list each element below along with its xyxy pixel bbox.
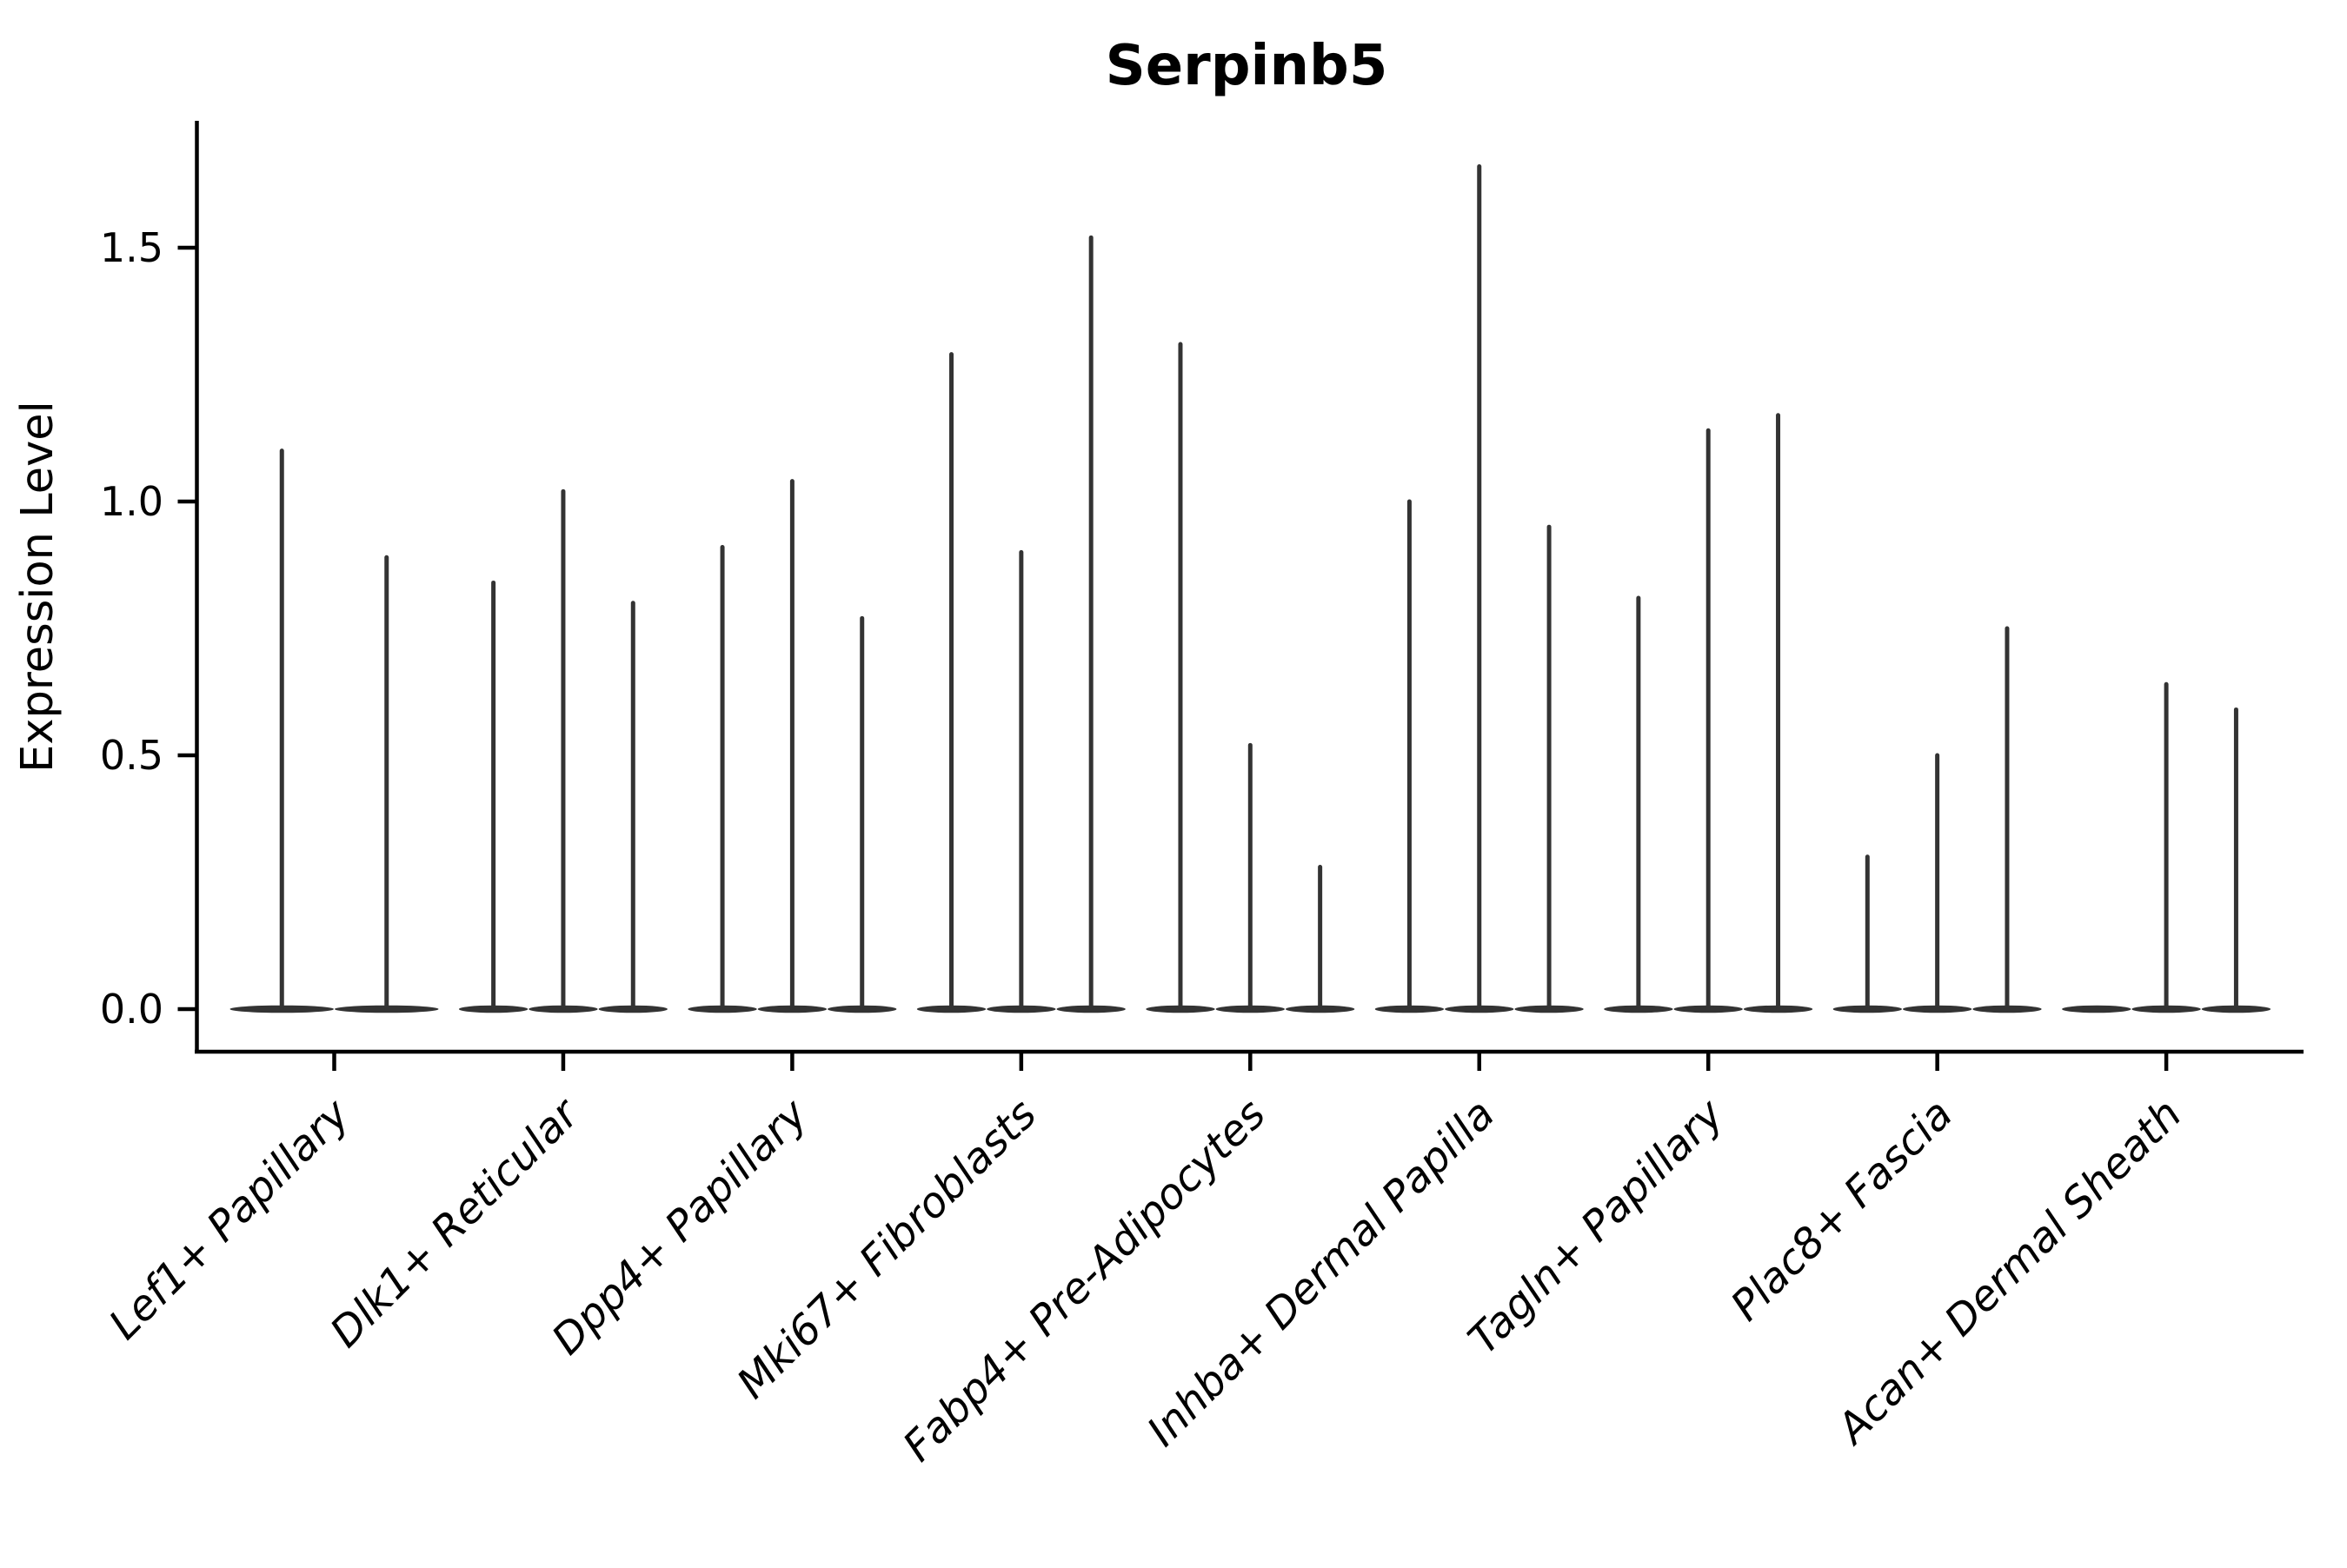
x-tick-label: Dpp4+ Papillary	[542, 1089, 817, 1364]
x-tick-label: Tagln+ Papillary	[1459, 1089, 1733, 1364]
y-tick-label: 0.0	[100, 986, 163, 1033]
x-tick-label: Plac8+ Fascia	[1721, 1090, 1962, 1331]
chart-title: Serpinb5	[1106, 34, 1388, 98]
violin-group	[688, 479, 897, 1013]
y-tick-label: 0.5	[100, 732, 163, 779]
y-tick-label: 1.5	[100, 224, 163, 271]
violins-layer	[229, 164, 2271, 1013]
y-axis-title: Expression Level	[12, 401, 63, 773]
violin-group	[458, 488, 668, 1013]
x-tick-label: Lef1+ Papillary	[100, 1089, 360, 1349]
violin-group	[1604, 413, 1813, 1013]
y-tick-label: 1.0	[100, 478, 163, 525]
y-axis-ticks: 0.0 0.5 1.0 1.5	[100, 224, 197, 1033]
violin-base	[2062, 1005, 2131, 1013]
violin-group	[1374, 164, 1584, 1013]
violin-group	[1146, 342, 1355, 1013]
x-tick-label: Dlk1+ Reticular	[321, 1088, 590, 1358]
violin-group	[229, 448, 439, 1013]
violin-group	[916, 235, 1126, 1013]
violin-group	[2062, 681, 2271, 1013]
violin-group	[1832, 626, 2042, 1013]
x-tick-label: Fabp4+ Pre-Adipocytes	[894, 1090, 1275, 1472]
